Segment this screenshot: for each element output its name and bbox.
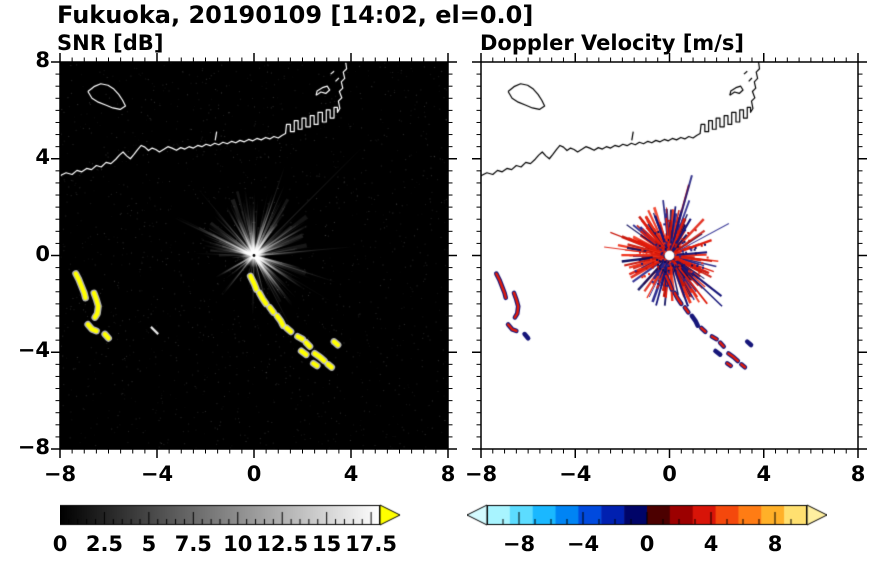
- vel-colorbar-label: 4: [703, 532, 719, 556]
- vel-colorbar-label: 8: [767, 532, 783, 556]
- x-tick-label: 4: [756, 462, 772, 486]
- snr-colorbar-label: 5: [141, 532, 157, 556]
- y-tick-label: −4: [17, 338, 50, 363]
- x-tick-label: −8: [43, 462, 77, 486]
- x-tick-label: 8: [440, 462, 456, 486]
- snr-plot-canvas: [60, 62, 448, 449]
- snr-colorbar-label: 10: [223, 532, 253, 556]
- y-tick-label: 0: [35, 241, 50, 266]
- snr-colorbar-label: 2.5: [85, 532, 124, 556]
- x-tick-label: −4: [559, 462, 592, 486]
- snr-panel-title: SNR [dB]: [57, 31, 164, 55]
- doppler-panel-title: Doppler Velocity [m/s]: [480, 31, 744, 55]
- snr-colorbar-label: 12.5: [256, 532, 309, 556]
- snr-colorbar-label: 15: [312, 532, 342, 556]
- x-tick-label: −4: [140, 462, 174, 486]
- y-tick-label: 8: [35, 48, 50, 72]
- y-tick-label: 4: [35, 144, 50, 169]
- x-tick-label: 4: [343, 462, 359, 486]
- doppler-colorbar: [467, 503, 827, 529]
- x-tick-label: 8: [850, 462, 866, 486]
- x-tick-label: −8: [464, 462, 498, 486]
- figure-title: Fukuoka, 20190109 [14:02, el=0.0]: [57, 1, 534, 29]
- y-tick-label: −8: [17, 435, 50, 459]
- snr-colorbar-label: 7.5: [174, 532, 212, 556]
- snr-colorbar-label: 0: [52, 532, 68, 556]
- snr-colorbar-label: 17.5: [345, 532, 398, 556]
- vel-colorbar-label: −4: [566, 532, 600, 556]
- vel-colorbar-label: 0: [639, 532, 655, 556]
- doppler-plot-canvas: [481, 62, 858, 449]
- snr-colorbar: [60, 503, 405, 529]
- x-tick-label: 0: [662, 462, 677, 486]
- x-tick-label: 0: [246, 462, 262, 486]
- vel-colorbar-label: −8: [502, 532, 536, 556]
